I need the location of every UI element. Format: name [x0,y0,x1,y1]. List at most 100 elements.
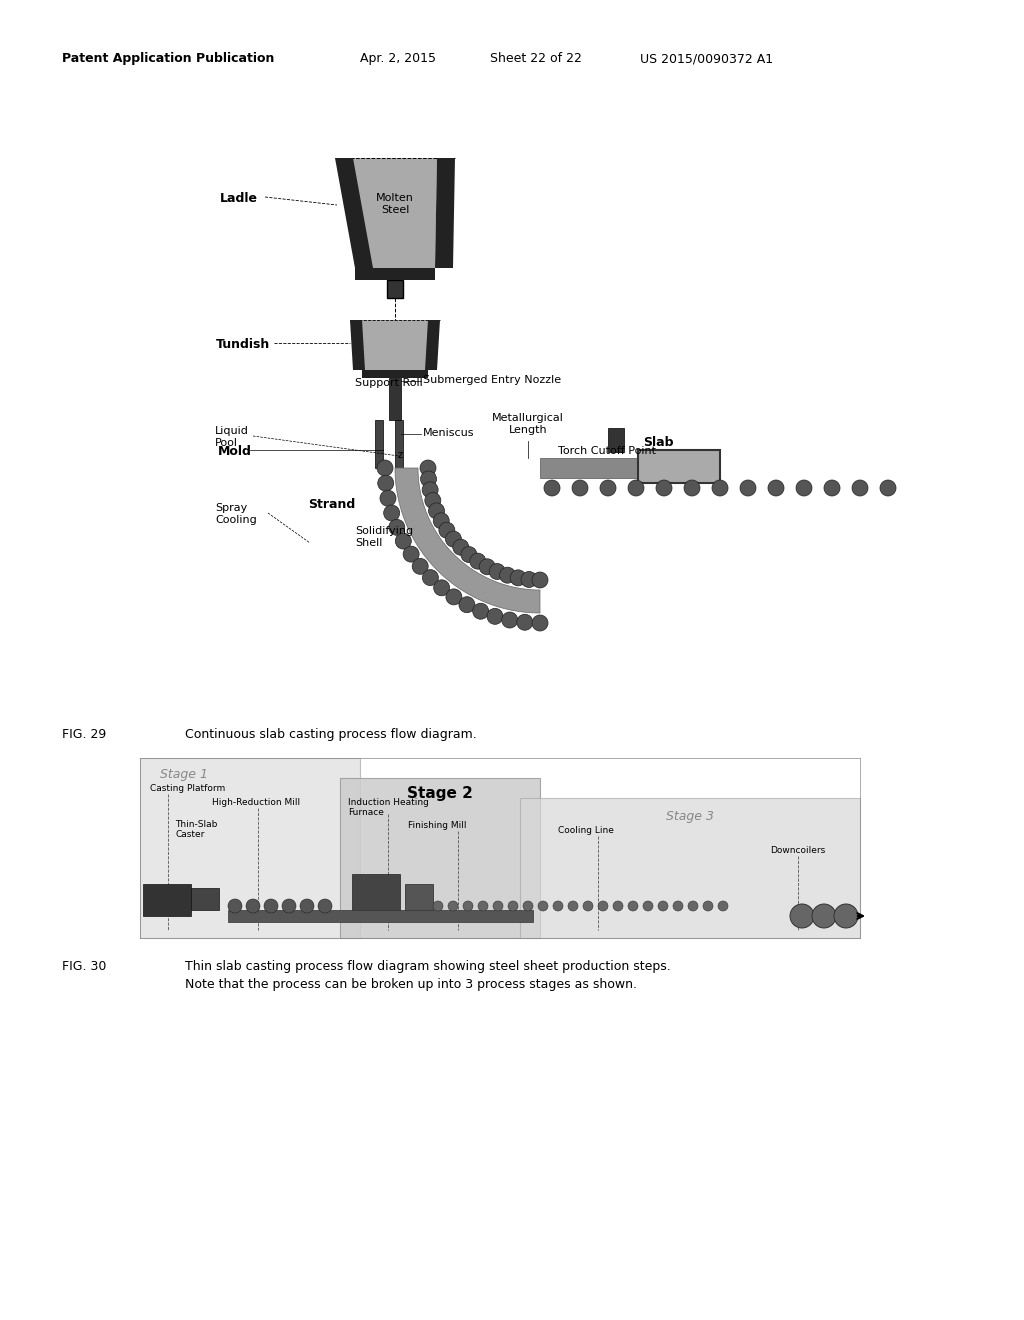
Circle shape [572,480,588,496]
Text: Meniscus: Meniscus [423,428,474,438]
Circle shape [834,904,858,928]
Text: z: z [398,450,403,459]
Bar [191,888,219,909]
Text: Solidifying
Shell: Solidifying Shell [355,525,413,548]
Circle shape [718,902,728,911]
Text: Stage 2: Stage 2 [408,785,473,801]
Circle shape [433,902,443,911]
Circle shape [461,546,477,562]
Polygon shape [335,158,373,268]
Text: US 2015/0090372 A1: US 2015/0090372 A1 [640,51,773,65]
Bar [540,458,720,478]
Circle shape [377,459,393,477]
Circle shape [422,482,438,498]
Text: Downcoilers: Downcoilers [770,846,825,855]
Text: Patent Application Publication: Patent Application Publication [62,51,274,65]
Polygon shape [350,319,440,370]
Text: Cooling Line: Cooling Line [558,826,613,836]
Polygon shape [350,319,365,370]
Circle shape [470,553,485,569]
Circle shape [508,902,518,911]
Circle shape [487,609,503,624]
Text: Mold: Mold [218,445,252,458]
Bar [228,909,534,921]
Text: Stage 3: Stage 3 [666,810,714,822]
Text: Thin-Slab
Caster: Thin-Slab Caster [175,820,217,840]
Circle shape [880,480,896,496]
Circle shape [384,506,399,521]
Text: Stage 1: Stage 1 [160,768,208,781]
Circle shape [553,902,563,911]
Bar [395,420,403,469]
Circle shape [421,471,436,487]
Circle shape [643,902,653,911]
Polygon shape [355,268,435,280]
Circle shape [403,546,419,562]
Bar [638,450,720,483]
Circle shape [598,902,608,911]
Circle shape [453,539,469,556]
Text: Torch Cutoff Point: Torch Cutoff Point [558,446,656,455]
Bar [608,428,624,451]
Circle shape [796,480,812,496]
Circle shape [463,902,473,911]
Circle shape [425,492,440,508]
Bar [375,420,383,469]
Circle shape [378,475,394,491]
Bar [387,280,403,298]
Text: Sheet 22 of 22: Sheet 22 of 22 [490,51,582,65]
Circle shape [478,902,488,911]
Text: FIG. 29: FIG. 29 [62,729,106,741]
Circle shape [389,519,404,536]
Circle shape [445,589,462,605]
Circle shape [673,902,683,911]
Bar [389,378,401,420]
Text: Support Roll: Support Roll [355,378,423,388]
Circle shape [517,614,532,630]
Circle shape [510,570,526,586]
Circle shape [712,480,728,496]
Polygon shape [520,799,860,939]
Text: Ladle: Ladle [220,191,258,205]
Polygon shape [362,370,428,378]
Circle shape [493,902,503,911]
Bar [143,884,191,916]
Circle shape [544,480,560,496]
Circle shape [852,480,868,496]
Text: Submerged Entry Nozzle: Submerged Entry Nozzle [423,375,561,385]
Circle shape [656,480,672,496]
Circle shape [613,902,623,911]
Circle shape [768,480,784,496]
Circle shape [473,603,488,619]
Circle shape [300,899,314,913]
Bar [352,874,400,912]
Text: Thin slab casting process flow diagram showing steel sheet production steps.: Thin slab casting process flow diagram s… [185,960,671,973]
Text: Metallurgical
Length: Metallurgical Length [493,413,564,434]
Circle shape [583,902,593,911]
Circle shape [688,902,698,911]
Circle shape [449,902,458,911]
Circle shape [439,523,455,539]
Circle shape [502,612,518,628]
Text: Casting Platform: Casting Platform [150,784,225,793]
Polygon shape [435,158,455,268]
Text: High-Reduction Mill: High-Reduction Mill [212,799,300,807]
Circle shape [532,572,548,587]
Text: Note that the process can be broken up into 3 process stages as shown.: Note that the process can be broken up i… [185,978,637,991]
Circle shape [395,533,412,549]
Circle shape [628,902,638,911]
Circle shape [740,480,756,496]
Text: Tundish: Tundish [216,338,270,351]
Circle shape [422,570,438,586]
Circle shape [228,899,242,913]
Polygon shape [353,158,437,268]
Circle shape [812,904,836,928]
Circle shape [658,902,668,911]
Circle shape [318,899,332,913]
Text: Apr. 2, 2015: Apr. 2, 2015 [360,51,436,65]
Text: FIG. 30: FIG. 30 [62,960,106,973]
Text: Continuous slab casting process flow diagram.: Continuous slab casting process flow dia… [185,729,477,741]
Circle shape [246,899,260,913]
Bar [406,884,433,912]
Circle shape [790,904,814,928]
